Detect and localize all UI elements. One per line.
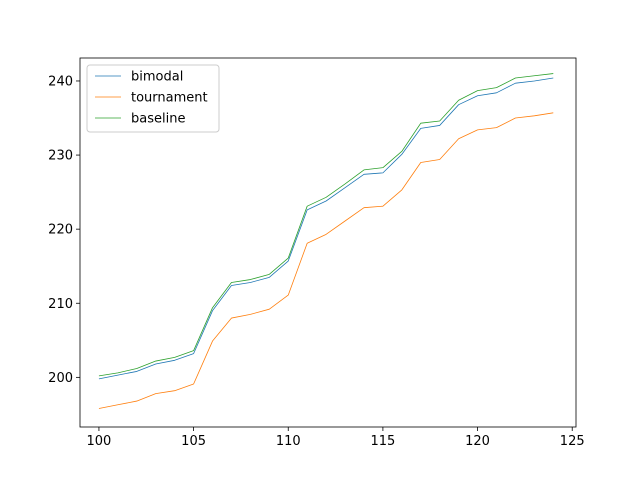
series-line-tournament [98, 112, 554, 409]
x-tick-label: 120 [465, 434, 490, 449]
series-line-bimodal [98, 77, 554, 380]
plot-lines [98, 73, 554, 409]
legend-label-tournament: tournament [131, 91, 208, 106]
legend-label-bimodal: bimodal [131, 70, 183, 85]
y-tick-label: 240 [48, 74, 73, 89]
y-axis: 200 210 220 230 240 [48, 74, 80, 386]
x-tick-label: 125 [560, 434, 585, 449]
x-tick-label: 110 [276, 434, 301, 449]
x-tick-label: 105 [181, 434, 206, 449]
y-tick-label: 230 [48, 149, 73, 164]
legend: bimodal tournament baseline [86, 64, 220, 133]
x-tick-label: 100 [87, 434, 112, 449]
y-tick-label: 200 [48, 371, 73, 386]
legend-box [86, 64, 220, 133]
series-line-baseline [98, 73, 554, 377]
axes-frame [79, 57, 577, 428]
y-tick-label: 220 [48, 223, 73, 238]
x-tick-label: 115 [370, 434, 395, 449]
y-tick-label: 210 [48, 297, 73, 312]
legend-label-baseline: baseline [131, 112, 185, 127]
x-axis: 100 105 110 115 120 125 [87, 427, 585, 449]
